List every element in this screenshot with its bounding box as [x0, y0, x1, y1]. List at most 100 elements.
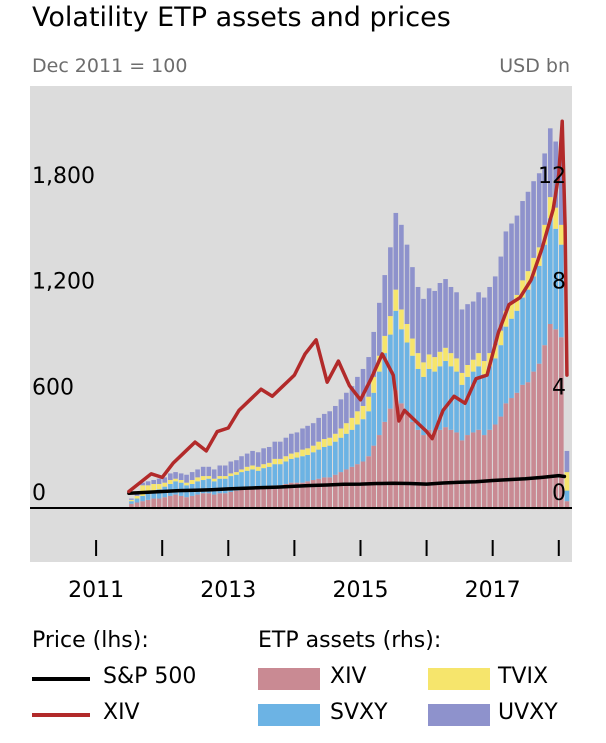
- lines-layer: [127, 119, 569, 495]
- left-axis-unit-label: Dec 2011 = 100: [32, 55, 188, 77]
- bar-svxy-2013-05-15: [250, 469, 255, 488]
- bar-uvxy-2016-11-15: [481, 297, 487, 362]
- bar-tvix-2017-05-15: [514, 294, 520, 311]
- bar-xiv-2018-01-15: [559, 337, 564, 510]
- bar-xiv-2017-09-15: [536, 363, 542, 510]
- bar-tvix-2013-02-15: [234, 472, 239, 475]
- legend-xiv-asset-swatch: [258, 668, 320, 690]
- bar-uvxy-2016-08-15: [465, 304, 470, 365]
- bar-uvxy-2015-01-15: [360, 368, 366, 406]
- bar-svxy-2018-01-15: [559, 244, 564, 338]
- bar-svxy-2017-01-15: [492, 358, 498, 425]
- bar-uvxy-2015-08-15: [399, 224, 404, 310]
- bar-xiv-2014-08-15: [333, 474, 338, 510]
- bar-xiv-2016-06-15: [454, 432, 459, 510]
- bar-xiv-2014-04-15: [310, 480, 316, 510]
- x-tick-label-2013: 2013: [200, 578, 256, 603]
- bar-uvxy-2011-09-15: [140, 482, 145, 486]
- bar-uvxy-2014-02-15: [300, 428, 305, 450]
- bar-tvix-2012-09-15: [206, 476, 212, 479]
- bar-tvix-2017-07-15: [525, 271, 531, 290]
- bar-tvix-2013-05-15: [250, 465, 255, 470]
- bar-tvix-2014-01-15: [294, 452, 300, 458]
- right-tick-label-3: 0: [552, 481, 566, 506]
- bar-uvxy-2014-06-15: [321, 413, 327, 440]
- bar-uvxy-2016-04-15: [443, 279, 448, 348]
- bar-svxy-2014-08-15: [333, 441, 338, 475]
- bar-svxy-2014-06-15: [321, 446, 327, 478]
- bar-uvxy-2017-01-15: [492, 276, 498, 346]
- bar-uvxy-2014-01-15: [294, 432, 300, 453]
- bar-xiv-2012-08-15: [200, 493, 206, 510]
- bar-svxy-2013-06-15: [255, 470, 261, 490]
- bar-tvix-2013-11-15: [283, 456, 289, 462]
- bar-svxy-2015-01-15: [360, 419, 366, 462]
- bar-uvxy-2015-03-15: [371, 331, 377, 377]
- bar-xiv-2013-05-15: [250, 487, 255, 510]
- legend-sp500-label: S&P 500: [103, 664, 197, 689]
- bar-tvix-2014-06-15: [321, 439, 327, 447]
- bar-uvxy-2013-06-15: [255, 452, 261, 467]
- bar-tvix-2015-01-15: [360, 405, 366, 420]
- bar-xiv-2015-05-15: [382, 421, 388, 510]
- legend-svxy-label: SVXY: [330, 700, 388, 725]
- right-tick-label-0: 12: [538, 164, 566, 189]
- bar-xiv-2011-09-15: [140, 501, 145, 510]
- bar-uvxy-2011-07-15: [129, 498, 134, 500]
- bar-xiv-2014-12-15: [355, 464, 360, 510]
- bar-uvxy-2015-07-15: [393, 212, 399, 290]
- bar-uvxy-2016-02-15: [432, 290, 438, 358]
- bar-tvix-2014-07-15: [327, 437, 332, 446]
- bar-svxy-2017-09-15: [536, 265, 542, 364]
- bar-xiv-2017-01-15: [492, 424, 498, 510]
- bar-uvxy-2015-11-15: [415, 286, 421, 354]
- bar-svxy-2012-12-15: [222, 478, 228, 494]
- bar-uvxy-2012-04-15: [178, 473, 184, 481]
- bar-uvxy-2013-08-15: [266, 446, 272, 463]
- bar-uvxy-2017-12-15: [553, 141, 558, 208]
- bar-xiv-2017-05-15: [514, 392, 520, 510]
- bar-xiv-2016-12-15: [487, 429, 492, 510]
- bar-uvxy-2017-02-15: [498, 256, 504, 331]
- bar-svxy-2017-06-15: [520, 297, 525, 385]
- bar-tvix-2017-03-15: [503, 310, 509, 327]
- bar-uvxy-2013-05-15: [250, 450, 255, 466]
- bar-tvix-2012-04-15: [178, 480, 184, 483]
- bar-svxy-2014-01-15: [294, 457, 300, 483]
- bar-uvxy-2012-09-15: [206, 466, 212, 477]
- bar-svxy-2011-10-15: [145, 493, 151, 500]
- bar-uvxy-2018-01-15: [559, 150, 564, 225]
- bar-tvix-2012-08-15: [200, 476, 206, 481]
- bar-xiv-2012-12-15: [222, 493, 228, 510]
- bar-xiv-2017-10-15: [542, 345, 547, 510]
- bar-tvix-2012-11-15: [217, 476, 223, 479]
- bar-uvxy-2016-03-15: [437, 283, 443, 352]
- bar-xiv-2014-10-15: [344, 469, 349, 510]
- bar-tvix-2014-11-15: [349, 417, 355, 430]
- bar-uvxy-2013-03-15: [239, 456, 244, 470]
- bar-svxy-2015-12-15: [421, 376, 426, 436]
- bar-svxy-2011-12-15: [156, 489, 162, 499]
- bar-uvxy-2015-05-15: [382, 275, 388, 336]
- bars-layer: [129, 128, 570, 510]
- x-tick-label-2015: 2015: [332, 578, 388, 603]
- bar-xiv-2014-05-15: [316, 478, 321, 510]
- bar-svxy-2017-03-15: [503, 326, 509, 404]
- bar-svxy-2013-01-15: [228, 476, 234, 492]
- bar-tvix-2016-08-15: [465, 364, 470, 377]
- bar-tvix-2012-05-15: [184, 482, 189, 486]
- bar-xiv-2017-04-15: [509, 398, 514, 510]
- bar-tvix-2017-04-15: [509, 302, 514, 319]
- bar-xiv-2014-11-15: [349, 466, 355, 510]
- bar-xiv-2011-11-15: [151, 498, 156, 510]
- bar-xiv-2012-06-15: [189, 495, 195, 510]
- legend-xiv-price-label: XIV: [103, 700, 140, 725]
- bar-svxy-2012-03-15: [173, 481, 178, 495]
- bar-tvix-2014-08-15: [333, 433, 338, 442]
- axis-ticks: 1,800 1,200 600 0 12 8 4 0 2011 2013 2015 2017: [32, 164, 566, 603]
- bar-uvxy-2014-10-15: [344, 392, 349, 424]
- bar-uvxy-2017-06-15: [520, 201, 525, 281]
- bar-svxy-2014-04-15: [310, 452, 316, 481]
- bar-tvix-2013-08-15: [266, 462, 272, 467]
- x-tick-label-2011: 2011: [68, 578, 124, 603]
